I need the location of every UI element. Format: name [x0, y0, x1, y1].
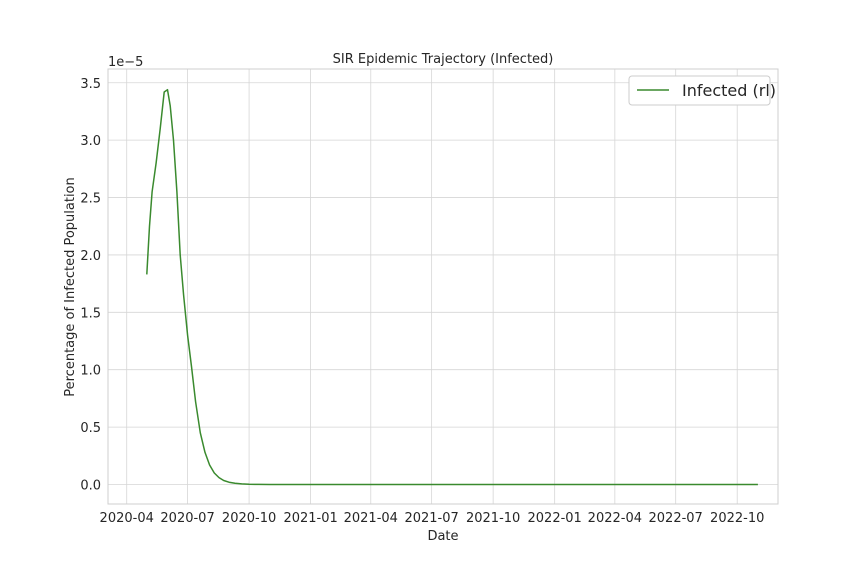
legend: Infected (rl) — [628, 75, 776, 106]
y-tick-label: 3.5 — [80, 77, 101, 92]
legend-label: Infected (rl) — [682, 81, 776, 100]
y-tick-label: 2.0 — [80, 249, 101, 264]
x-axis-label: Date — [427, 529, 458, 544]
series-lines — [146, 88, 758, 486]
y-tick-label: 0.5 — [80, 421, 101, 436]
x-tick-label: 2022-01 — [528, 511, 582, 526]
x-tick-label: 2020-04 — [100, 511, 154, 526]
x-tick-labels: 2020-04 2020-07 2020-10 2021-01 2021-04 2021-… — [100, 511, 765, 526]
chart-title: SIR Epidemic Trajectory (Infected) — [333, 52, 554, 67]
legend-box — [628, 75, 771, 106]
x-tick-label: 2022-04 — [588, 511, 642, 526]
y-tick-label: 0.0 — [80, 478, 101, 493]
plot-frame — [107, 68, 779, 505]
y-tick-label: 3.0 — [80, 134, 101, 149]
x-tick-label: 2022-10 — [710, 511, 764, 526]
x-tick-label: 2021-04 — [344, 511, 398, 526]
y-axis-label: Percentage of Infected Population — [63, 177, 78, 397]
y-tick-labels: 0.0 0.5 1.0 1.5 2.0 2.5 3.0 3.5 — [80, 77, 101, 494]
x-tick-label: 2021-10 — [466, 511, 520, 526]
x-tick-label: 2021-01 — [283, 511, 337, 526]
y-tick-label: 1.0 — [80, 364, 101, 379]
x-tick-label: 2022-07 — [649, 511, 703, 526]
x-tick-label: 2021-07 — [404, 511, 458, 526]
y-tick-label: 1.5 — [80, 306, 101, 321]
series-line-infected — [146, 88, 758, 486]
x-tick-label: 2020-10 — [222, 511, 276, 526]
y-offset-text: 1e−5 — [108, 55, 143, 70]
x-tick-label: 2020-07 — [160, 511, 214, 526]
grid-lines — [108, 69, 778, 504]
y-tick-label: 2.5 — [80, 192, 101, 207]
